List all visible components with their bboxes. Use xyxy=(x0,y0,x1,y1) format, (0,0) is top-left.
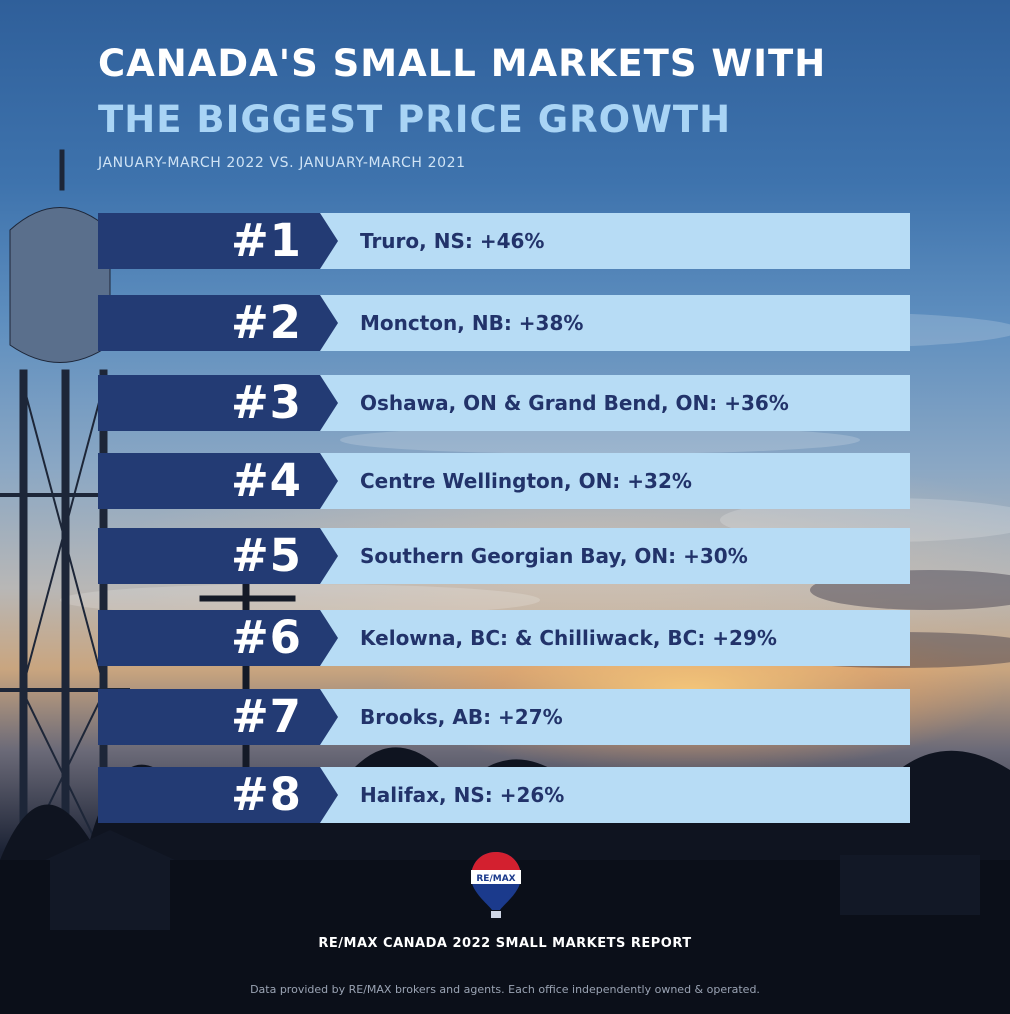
rank-number: #7 xyxy=(230,690,302,743)
rank-badge xyxy=(98,528,338,584)
rank-badge xyxy=(98,295,338,351)
hot-air-balloon-icon: RE/MAX xyxy=(471,852,521,918)
market-label: Oshawa, ON & Grand Bend, ON: +36% xyxy=(360,391,789,415)
rank-number: #5 xyxy=(230,529,302,582)
rank-badge xyxy=(98,610,338,666)
disclaimer-text: Data provided by RE/MAX brokers and agen… xyxy=(250,983,760,996)
ranking-row-2: #2 Moncton, NB: +38% xyxy=(98,295,910,351)
rank-number: #2 xyxy=(230,296,302,349)
rank-number: #1 xyxy=(230,214,302,267)
page-title-line-2: THE BIGGEST PRICE GROWTH xyxy=(98,98,732,141)
rank-number: #6 xyxy=(230,611,302,664)
rank-badge xyxy=(98,453,338,509)
rank-badge xyxy=(98,375,338,431)
ranking-row-6: #6 Kelowna, BC: & Chilliwack, BC: +29% xyxy=(98,610,910,666)
ranking-row-7: #7 Brooks, AB: +27% xyxy=(98,689,910,745)
ranking-row-5: #5 Southern Georgian Bay, ON: +30% xyxy=(98,528,910,584)
ranking-row-1: #1 Truro, NS: +46% xyxy=(98,213,910,269)
market-label: Centre Wellington, ON: +32% xyxy=(360,469,692,493)
market-label: Halifax, NS: +26% xyxy=(360,783,565,807)
market-label: Moncton, NB: +38% xyxy=(360,311,584,335)
rank-badge xyxy=(98,767,338,823)
ranking-row-3: #3 Oshawa, ON & Grand Bend, ON: +36% xyxy=(98,375,910,431)
remax-balloon-logo-icon: RE/MAX xyxy=(468,850,524,920)
report-title: RE/MAX CANADA 2022 SMALL MARKETS REPORT xyxy=(318,936,692,951)
market-label: Truro, NS: +46% xyxy=(360,229,545,253)
market-label: Kelowna, BC: & Chilliwack, BC: +29% xyxy=(360,626,777,650)
market-label: Brooks, AB: +27% xyxy=(360,705,563,729)
page-title-line-1: CANADA'S SMALL MARKETS WITH xyxy=(98,42,827,85)
rank-number: #8 xyxy=(230,768,302,821)
rank-number: #3 xyxy=(230,376,302,429)
ranking-row-8: #8 Halifax, NS: +26% xyxy=(98,767,910,823)
rank-number: #4 xyxy=(230,454,302,507)
svg-text:RE/MAX: RE/MAX xyxy=(476,874,515,884)
rank-badge xyxy=(98,689,338,745)
ranking-row-4: #4 Centre Wellington, ON: +32% xyxy=(98,453,910,509)
rank-badge xyxy=(98,213,338,269)
market-label: Southern Georgian Bay, ON: +30% xyxy=(360,544,748,568)
date-range-subtitle: JANUARY-MARCH 2022 VS. JANUARY-MARCH 202… xyxy=(98,155,466,171)
